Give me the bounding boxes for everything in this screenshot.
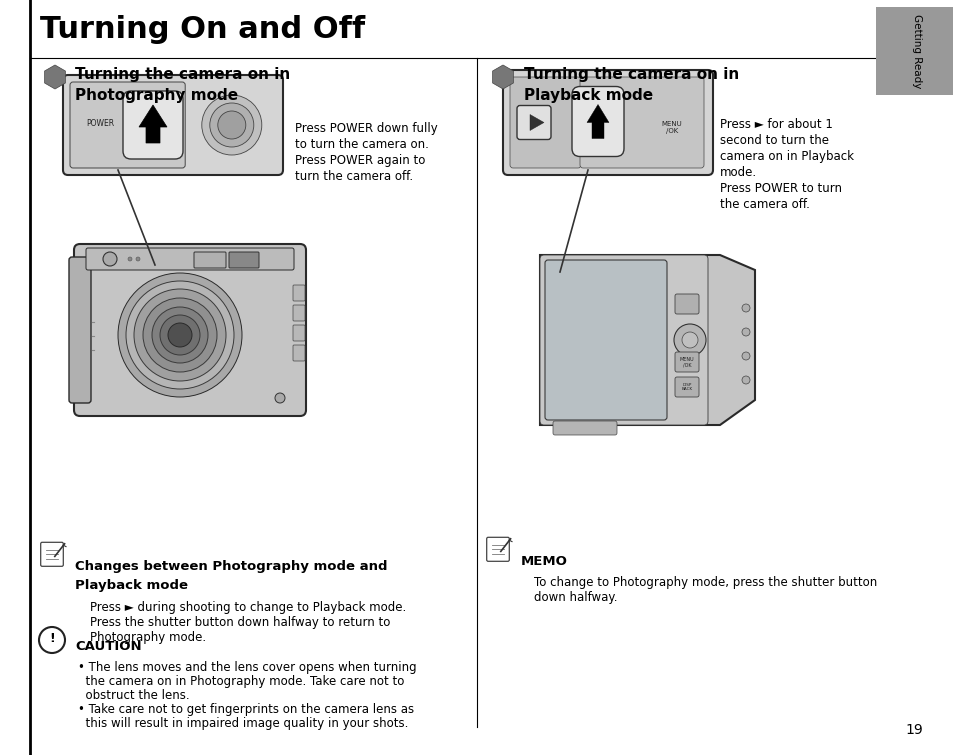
Circle shape xyxy=(143,298,216,372)
Text: POWER: POWER xyxy=(86,119,114,128)
Text: MEMO: MEMO xyxy=(520,555,567,568)
Text: turn the camera off.: turn the camera off. xyxy=(294,170,413,183)
FancyBboxPatch shape xyxy=(486,538,509,561)
FancyBboxPatch shape xyxy=(675,377,699,397)
Text: the camera off.: the camera off. xyxy=(720,198,809,211)
Circle shape xyxy=(210,103,253,147)
Circle shape xyxy=(168,323,192,347)
FancyBboxPatch shape xyxy=(293,285,305,301)
Text: MENU
/OK: MENU /OK xyxy=(661,121,681,134)
FancyBboxPatch shape xyxy=(41,542,63,566)
Circle shape xyxy=(118,273,242,397)
Text: camera on in Playback: camera on in Playback xyxy=(720,150,853,163)
Circle shape xyxy=(741,328,749,336)
Text: this will result in impaired image quality in your shots.: this will result in impaired image quali… xyxy=(78,717,408,730)
Text: down halfway.: down halfway. xyxy=(534,591,617,604)
Text: Changes between Photography mode and: Changes between Photography mode and xyxy=(75,560,387,573)
Text: second to turn the: second to turn the xyxy=(720,134,828,147)
Text: MENU
/OK: MENU /OK xyxy=(679,356,694,368)
FancyBboxPatch shape xyxy=(572,87,623,156)
Text: To change to Photography mode, press the shutter button: To change to Photography mode, press the… xyxy=(534,576,877,589)
Text: Playback mode: Playback mode xyxy=(523,88,653,103)
Text: Turning On and Off: Turning On and Off xyxy=(40,15,365,44)
FancyBboxPatch shape xyxy=(675,294,699,314)
FancyBboxPatch shape xyxy=(553,421,617,435)
FancyBboxPatch shape xyxy=(63,75,283,175)
Circle shape xyxy=(39,627,65,653)
Text: Photography mode: Photography mode xyxy=(75,88,238,103)
Text: Press POWER down fully: Press POWER down fully xyxy=(294,122,437,135)
Circle shape xyxy=(673,324,705,356)
Text: DISP
BACK: DISP BACK xyxy=(680,383,692,391)
FancyBboxPatch shape xyxy=(70,82,185,168)
FancyBboxPatch shape xyxy=(123,91,183,159)
FancyBboxPatch shape xyxy=(544,260,666,420)
Polygon shape xyxy=(492,65,513,89)
FancyBboxPatch shape xyxy=(502,70,712,175)
Text: Press POWER to turn: Press POWER to turn xyxy=(720,182,841,195)
FancyBboxPatch shape xyxy=(510,77,580,168)
Text: mode.: mode. xyxy=(720,166,757,179)
Circle shape xyxy=(741,304,749,312)
Circle shape xyxy=(681,332,698,348)
Polygon shape xyxy=(539,255,754,425)
Text: to turn the camera on.: to turn the camera on. xyxy=(294,138,429,151)
FancyBboxPatch shape xyxy=(74,244,306,416)
FancyBboxPatch shape xyxy=(539,255,707,425)
Circle shape xyxy=(128,257,132,261)
Text: • Take care not to get fingerprints on the camera lens as: • Take care not to get fingerprints on t… xyxy=(78,703,414,716)
FancyBboxPatch shape xyxy=(293,345,305,361)
FancyBboxPatch shape xyxy=(579,77,703,168)
Text: Press ► during shooting to change to Playback mode.: Press ► during shooting to change to Pla… xyxy=(90,601,406,614)
Polygon shape xyxy=(586,104,608,138)
Text: CAUTION: CAUTION xyxy=(75,640,141,653)
Circle shape xyxy=(152,307,208,363)
Polygon shape xyxy=(530,115,543,131)
Circle shape xyxy=(741,352,749,360)
Text: Press ► for about 1: Press ► for about 1 xyxy=(720,118,832,131)
Text: Press POWER again to: Press POWER again to xyxy=(294,154,425,167)
Bar xyxy=(875,7,953,95)
Circle shape xyxy=(741,376,749,384)
FancyBboxPatch shape xyxy=(229,252,258,268)
Circle shape xyxy=(103,252,117,266)
Text: the camera on in Photography mode. Take care not to: the camera on in Photography mode. Take … xyxy=(78,675,404,688)
Text: Press the shutter button down halfway to return to: Press the shutter button down halfway to… xyxy=(90,616,390,629)
Circle shape xyxy=(217,111,246,139)
Text: Turning the camera on in: Turning the camera on in xyxy=(75,67,290,82)
FancyBboxPatch shape xyxy=(86,248,294,270)
FancyBboxPatch shape xyxy=(675,352,699,372)
Polygon shape xyxy=(45,65,66,89)
Polygon shape xyxy=(139,105,167,143)
FancyBboxPatch shape xyxy=(69,257,91,403)
Text: Photography mode.: Photography mode. xyxy=(90,631,206,644)
Circle shape xyxy=(274,393,285,403)
Circle shape xyxy=(160,315,200,355)
FancyBboxPatch shape xyxy=(293,305,305,321)
Text: • The lens moves and the lens cover opens when turning: • The lens moves and the lens cover open… xyxy=(78,661,416,674)
FancyBboxPatch shape xyxy=(293,325,305,341)
Circle shape xyxy=(136,257,140,261)
Circle shape xyxy=(202,95,261,155)
Text: Getting Ready: Getting Ready xyxy=(911,14,921,88)
Circle shape xyxy=(133,289,226,381)
Circle shape xyxy=(126,281,233,389)
Text: obstruct the lens.: obstruct the lens. xyxy=(78,689,190,702)
Text: Playback mode: Playback mode xyxy=(75,579,188,592)
Text: !: ! xyxy=(49,631,55,645)
FancyBboxPatch shape xyxy=(193,252,226,268)
FancyBboxPatch shape xyxy=(517,106,551,140)
Text: 19: 19 xyxy=(904,723,922,737)
Text: Turning the camera on in: Turning the camera on in xyxy=(523,67,739,82)
